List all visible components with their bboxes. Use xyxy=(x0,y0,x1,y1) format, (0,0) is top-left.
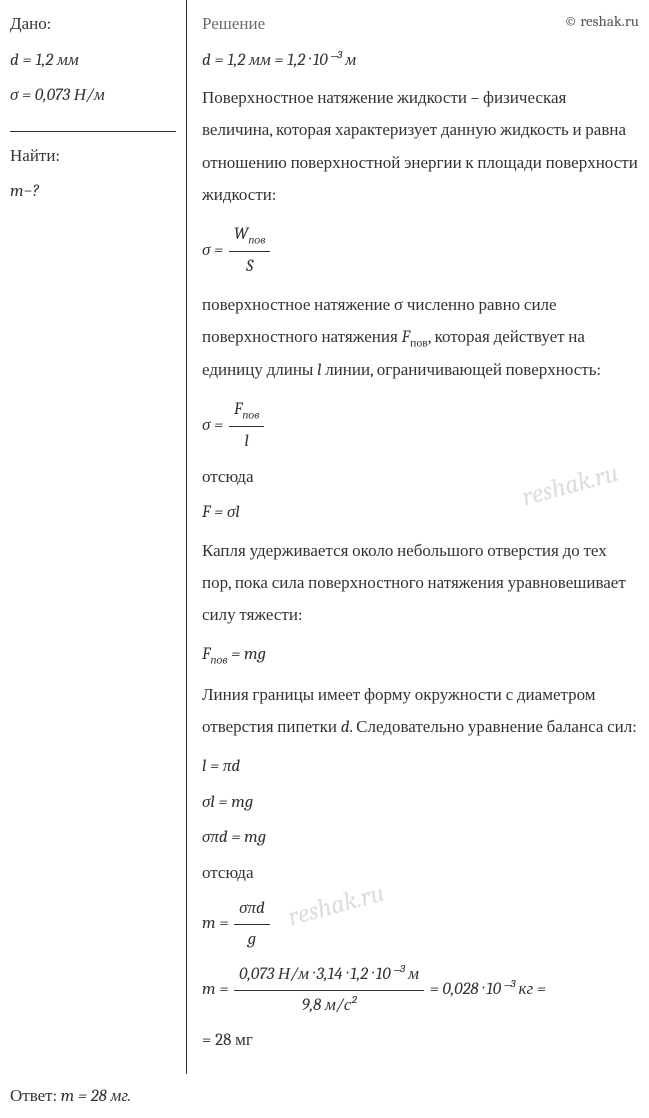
formula-rhs: = 0,028 · 10⁻³ кг = xyxy=(430,980,546,999)
formula-5: l = πd xyxy=(202,754,639,780)
answer-value: m = 28 мг. xyxy=(61,1087,131,1106)
given-header: Дано: xyxy=(10,12,176,38)
formula-num: Fпов xyxy=(229,397,265,427)
answer-line: Ответ: m = 28 мг. xyxy=(0,1074,649,1118)
paragraph-3: отсюда xyxy=(202,465,639,491)
formula-den: S xyxy=(241,252,258,280)
conversion-line: d = 1,2 мм = 1,2 · 10⁻³ м xyxy=(202,48,639,74)
answer-label: Ответ: xyxy=(10,1087,61,1106)
formula-7: σπd = mg xyxy=(202,825,639,851)
formula-den: 9,8 м/с² xyxy=(297,991,362,1019)
paragraph-1: Поверхностное натяжение жидкости – физич… xyxy=(202,83,639,212)
paragraph-4: Капля удерживается около небольшого отве… xyxy=(202,536,639,633)
formula-den: g xyxy=(243,925,261,953)
find-header: Найти: xyxy=(10,144,176,170)
formula-2: σ = Fпов l xyxy=(202,397,639,455)
formula-lhs: m = xyxy=(202,914,228,933)
paragraph-2: поверхностное натяжение σ численно равно… xyxy=(202,290,639,387)
formula-8: m = σπd g xyxy=(202,896,639,952)
formula-den: l xyxy=(239,427,253,455)
formula-lhs: m = xyxy=(202,980,228,999)
formula-lhs: σ = xyxy=(202,416,223,435)
given-sigma: σ = 0,073 Н/м xyxy=(10,83,176,109)
formula-3: F = σl xyxy=(202,500,639,526)
formula-10: = 28 мг xyxy=(202,1028,639,1054)
given-d: d = 1,2 мм xyxy=(10,48,176,74)
formula-lhs: σ = xyxy=(202,241,223,260)
formula-4: Fпов = mg xyxy=(202,642,639,669)
copyright-text: © reshak.ru xyxy=(564,12,639,30)
find-m: m−? xyxy=(10,179,176,205)
paragraph-6: отсюда xyxy=(202,861,639,887)
formula-num: Wпов xyxy=(229,222,270,252)
formula-num: σπd xyxy=(234,896,270,925)
formula-6: σl = mg xyxy=(202,790,639,816)
formula-1: σ = Wпов S xyxy=(202,222,639,280)
paragraph-5: Линия границы имеет форму окружности с д… xyxy=(202,680,639,745)
formula-num: 0,073 Н/м · 3,14 · 1,2 · 10⁻³ м xyxy=(234,962,424,991)
formula-9: m = 0,073 Н/м · 3,14 · 1,2 · 10⁻³ м 9,8 … xyxy=(202,962,639,1018)
